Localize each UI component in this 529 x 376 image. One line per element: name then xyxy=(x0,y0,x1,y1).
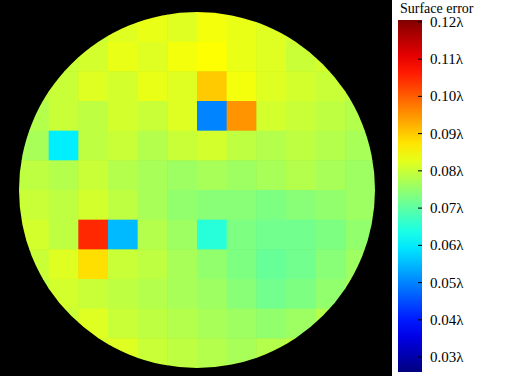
svg-text:0.03λ: 0.03λ xyxy=(430,349,464,365)
svg-text:0.05λ: 0.05λ xyxy=(430,275,464,291)
svg-text:0.08λ: 0.08λ xyxy=(430,163,464,179)
svg-text:0.06λ: 0.06λ xyxy=(430,237,464,253)
svg-text:0.12λ: 0.12λ xyxy=(430,14,464,30)
svg-text:Surface error: Surface error xyxy=(400,1,474,16)
svg-text:0.09λ: 0.09λ xyxy=(430,126,464,142)
svg-text:0.11λ: 0.11λ xyxy=(430,51,464,67)
svg-text:0.10λ: 0.10λ xyxy=(430,88,464,104)
svg-text:0.07λ: 0.07λ xyxy=(430,200,464,216)
svg-text:0.04λ: 0.04λ xyxy=(430,312,464,328)
